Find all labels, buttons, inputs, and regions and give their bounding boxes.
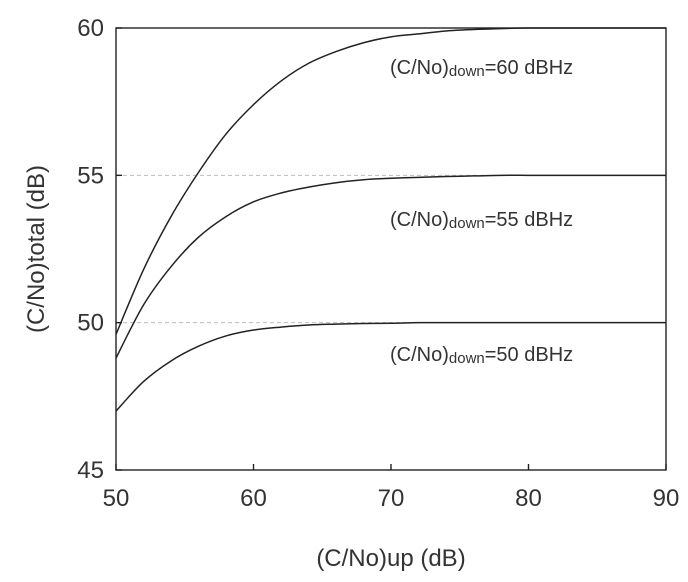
x-axis-title: (C/No)up (dB) — [316, 545, 465, 572]
series-label-1: (C/No)down=55 dBHz — [390, 209, 573, 232]
series-label-2: (C/No)down=50 dBHz — [390, 344, 573, 367]
x-tick-label: 80 — [515, 485, 542, 512]
series-label-subscript: down — [449, 215, 485, 232]
x-tick-label: 90 — [653, 485, 680, 512]
label-layer: (C/No)down=60 dBHz(C/No)down=55 dBHz(C/N… — [390, 57, 573, 367]
y-axis-title: (C/No)total (dB) — [23, 165, 50, 333]
x-tick-label: 60 — [240, 485, 267, 512]
x-tick-label: 70 — [378, 485, 405, 512]
grid-layer — [116, 174, 666, 324]
series-label-subscript: down — [449, 350, 485, 367]
series-line-1 — [115, 174, 666, 359]
series-label-main: (C/No) — [390, 209, 449, 231]
series-label-main: (C/No) — [390, 57, 449, 79]
y-tick-label: 60 — [77, 15, 104, 42]
series-label-main: (C/No) — [390, 344, 449, 366]
series-line-2 — [115, 321, 666, 412]
series-label-value: =60 dBHz — [485, 57, 573, 79]
series-label-value: =50 dBHz — [485, 344, 573, 366]
series-label-0: (C/No)down=60 dBHz — [390, 57, 573, 80]
y-tick-label: 55 — [77, 162, 104, 189]
series-label-subscript: down — [449, 63, 485, 80]
series-label-value: =55 dBHz — [485, 209, 573, 231]
y-tick-label: 45 — [77, 457, 104, 484]
x-tick-label: 50 — [103, 485, 130, 512]
y-tick-label: 50 — [77, 310, 104, 337]
plot-frame — [115, 27, 667, 471]
